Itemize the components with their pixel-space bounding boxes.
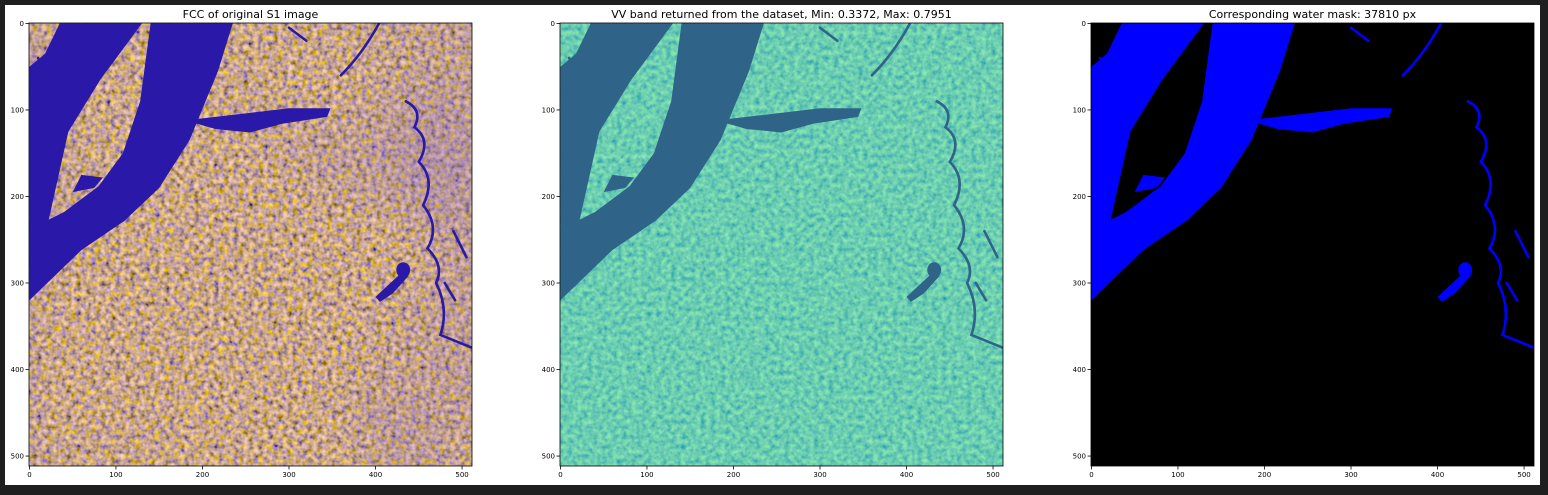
y-tick-label: 500	[1073, 453, 1086, 461]
x-tick-label: 0	[27, 471, 31, 479]
axes-frame	[1090, 22, 1535, 467]
x-tick-label: 500	[455, 471, 468, 479]
x-tick-label: 400	[369, 471, 382, 479]
x-tick-label: 100	[640, 471, 653, 479]
x-tick-label: 400	[1431, 471, 1444, 479]
fcc-image	[29, 23, 472, 466]
panel-title: FCC of original S1 image	[183, 8, 319, 21]
y-tick-label: 500	[11, 453, 24, 461]
axes-frame	[559, 22, 1004, 467]
y-tick-label: 400	[1073, 366, 1086, 374]
y-tick-label: 400	[542, 366, 555, 374]
y-tick-label: 200	[11, 193, 24, 201]
y-tick-label: 0	[20, 20, 24, 28]
x-tick-label: 400	[900, 471, 913, 479]
x-tick-label: 100	[1171, 471, 1184, 479]
panel-title: Corresponding water mask: 37810 px	[1209, 8, 1417, 21]
mask-image	[1091, 23, 1534, 466]
y-tick-label: 0	[1082, 20, 1086, 28]
x-tick-label: 300	[282, 471, 295, 479]
x-tick-label: 100	[109, 471, 122, 479]
y-tick-label: 200	[1073, 193, 1086, 201]
x-tick-label: 0	[1089, 471, 1093, 479]
y-tick-label: 300	[542, 280, 555, 288]
x-tick-label: 500	[986, 471, 999, 479]
x-tick-label: 200	[727, 471, 740, 479]
x-tick-label: 200	[1258, 471, 1271, 479]
x-tick-label: 300	[1344, 471, 1357, 479]
y-tick-label: 400	[11, 366, 24, 374]
x-tick-label: 0	[558, 471, 562, 479]
x-tick-label: 200	[196, 471, 209, 479]
y-tick-label: 100	[11, 106, 24, 114]
x-tick-label: 500	[1517, 471, 1530, 479]
panel-title: VV band returned from the dataset, Min: …	[611, 8, 951, 21]
y-tick-label: 300	[11, 280, 24, 288]
y-tick-label: 100	[542, 106, 555, 114]
y-tick-label: 500	[542, 453, 555, 461]
y-tick-label: 200	[542, 193, 555, 201]
y-tick-label: 300	[1073, 280, 1086, 288]
y-tick-label: 0	[551, 20, 555, 28]
y-tick-label: 100	[1073, 106, 1086, 114]
axes-frame	[28, 22, 473, 467]
vv-image	[560, 23, 1003, 466]
x-tick-label: 300	[813, 471, 826, 479]
